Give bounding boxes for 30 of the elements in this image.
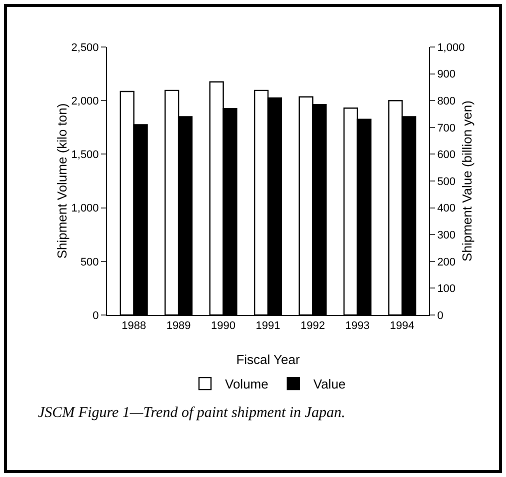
y-axis-title: Shipment Volume (kilo ton) (54, 103, 70, 259)
y2-tick-label: 300 (437, 229, 456, 242)
y2-tick-label: 600 (437, 149, 456, 162)
x-tick-label: 1992 (300, 320, 325, 332)
y2-tick-label: 200 (437, 256, 456, 268)
x-tick-label: 1989 (166, 320, 191, 332)
legend-label: Value (313, 376, 346, 392)
y2-tick-label: 500 (437, 176, 456, 188)
y-tick-label: 1,500 (71, 149, 99, 162)
y2-axis-title: Shipment Value (billion yen) (460, 100, 474, 262)
x-tick-label: 1993 (345, 320, 370, 332)
y2-tick-label: 0 (437, 310, 444, 322)
y2-tick-label: 1,000 (437, 42, 465, 54)
y2-tick-label: 700 (437, 122, 456, 134)
x-tick-label: 1991 (256, 320, 280, 332)
y2-tick-label: 100 (437, 283, 456, 296)
x-tick-label: 1994 (390, 320, 414, 332)
x-tick-label: 1988 (122, 320, 146, 332)
y2-tick-label: 800 (437, 95, 456, 108)
text: JSCM Figure 1—Trend of paint shipment in Japan. (38, 405, 346, 421)
x-tick-label: 1990 (211, 320, 236, 332)
y2-tick-label: 900 (437, 68, 456, 81)
y-tick-label: 500 (80, 256, 99, 268)
y-tick-label: 2,000 (71, 95, 99, 108)
x-axis-title: Fiscal Year (236, 352, 300, 367)
y-tick-label: 1,000 (71, 202, 99, 215)
y2-tick-label: 400 (437, 202, 456, 215)
legend-label: Volume (225, 376, 268, 392)
y-tick-label: 0 (92, 310, 99, 322)
y-tick-label: 2,500 (71, 42, 99, 54)
